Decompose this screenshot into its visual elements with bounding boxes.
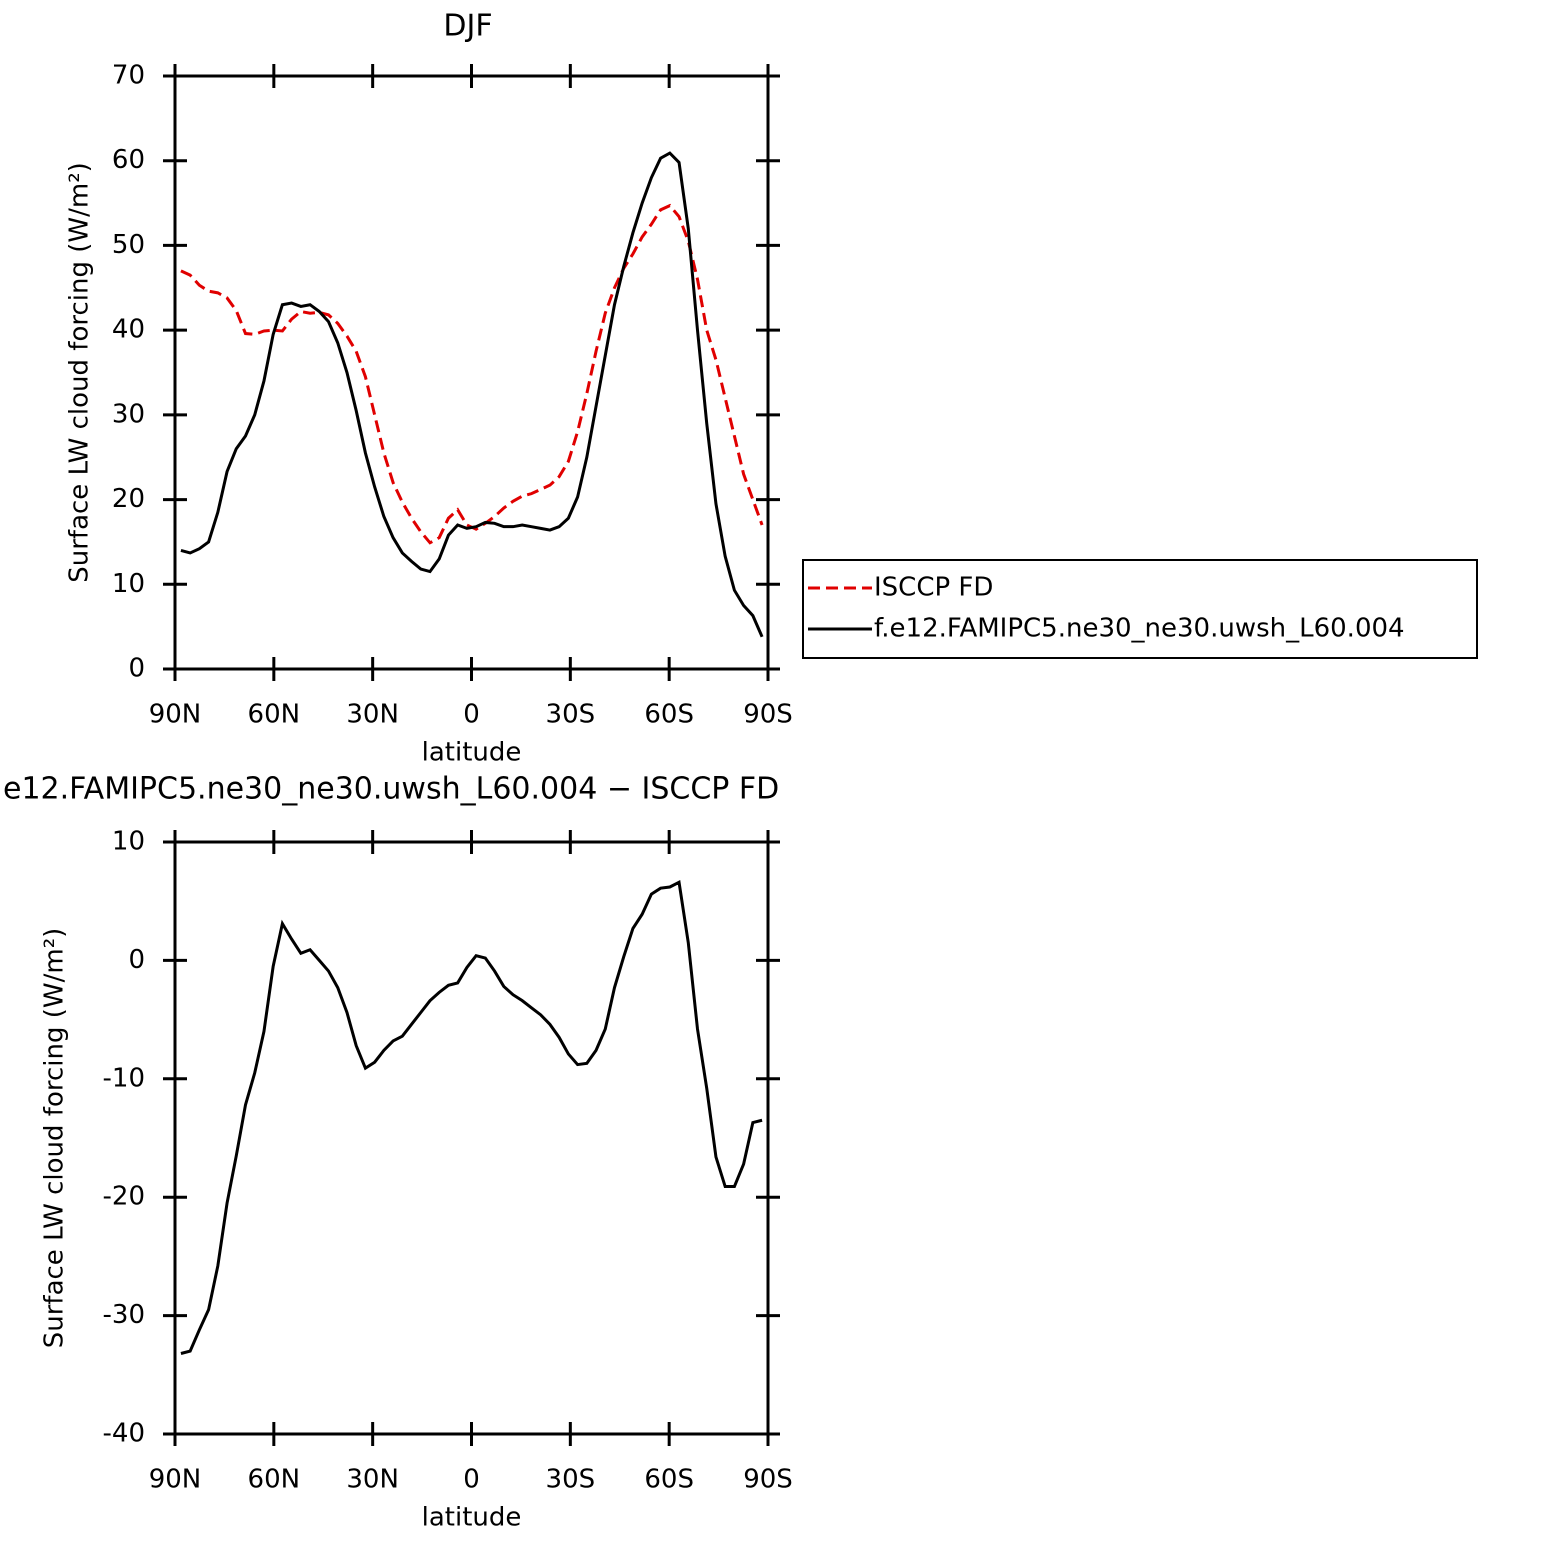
x-tick-label: 60N [248, 1465, 301, 1495]
chart-title: DJF [443, 9, 492, 44]
x-tick-label: 0 [463, 700, 480, 730]
x-tick-label: 90N [149, 1465, 202, 1495]
x-tick-label: 30S [546, 1465, 596, 1495]
data-line [180, 151, 764, 638]
y-tick-label: 50 [112, 230, 145, 260]
y-tick-label: 60 [112, 145, 145, 175]
y-axis-label: Surface LW cloud forcing (W/m²) [65, 162, 95, 583]
y-tick-label: 10 [112, 827, 145, 857]
x-tick-label: 90N [149, 700, 202, 730]
y-tick-label: -20 [103, 1182, 145, 1212]
x-tick-label: 30N [346, 1465, 399, 1495]
data-line [180, 879, 763, 1355]
x-tick-label: 90S [743, 700, 793, 730]
plot-frame [173, 840, 770, 1436]
y-tick-label: -10 [103, 1063, 145, 1093]
x-tick-label: 90S [743, 1465, 793, 1495]
x-tick-label: 30S [546, 700, 596, 730]
y-tick-label: 10 [112, 569, 145, 599]
x-tick-label: 60S [644, 700, 694, 730]
y-tick-label: 70 [112, 61, 145, 91]
y-tick-label: 20 [112, 484, 145, 514]
y-tick-label: -40 [103, 1419, 145, 1449]
y-tick-label: 30 [112, 399, 145, 429]
x-axis-label: latitude [422, 738, 522, 768]
legend-label: f.e12.FAMIPC5.ne30_ne30.uwsh_L60.004 [874, 614, 1405, 644]
y-tick-label: -30 [103, 1300, 145, 1330]
legend-box [802, 559, 1478, 659]
y-tick-label: 40 [112, 315, 145, 345]
plot-frame [173, 74, 770, 671]
x-tick-label: 30N [346, 700, 399, 730]
y-axis-label: Surface LW cloud forcing (W/m²) [40, 928, 70, 1349]
chart-title: e12.FAMIPC5.ne30_ne30.uwsh_L60.004 − ISC… [3, 772, 779, 807]
data-line [180, 203, 764, 545]
y-tick-label: 0 [128, 654, 145, 684]
x-tick-label: 60N [248, 700, 301, 730]
x-tick-label: 0 [463, 1465, 480, 1495]
x-axis-label: latitude [422, 1503, 522, 1533]
x-tick-label: 60S [644, 1465, 694, 1495]
y-tick-label: 0 [128, 945, 145, 975]
legend-label: ISCCP FD [874, 573, 993, 603]
